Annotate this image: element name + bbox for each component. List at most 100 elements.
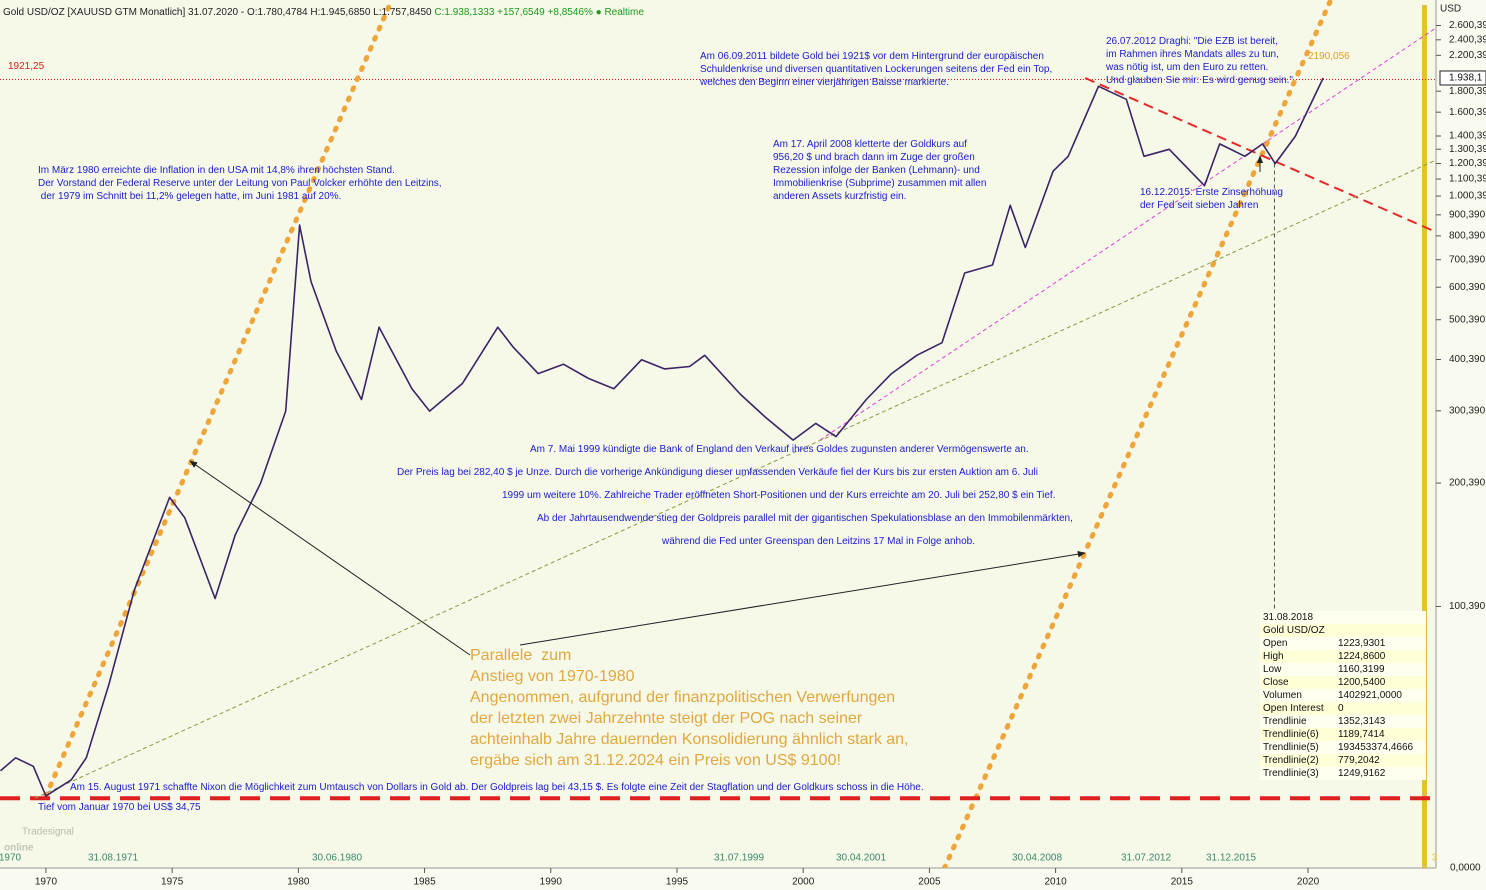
- info-row: Open Interest 0: [1260, 702, 1426, 715]
- annotation-line: Am 7. Mai 1999 kündigte die Bank of Engl…: [530, 444, 1029, 455]
- projection-note: Parallele zum Anstieg von 1970-1980 Angeno…: [470, 645, 909, 771]
- y-tick-label: 2.600,390: [1449, 20, 1486, 31]
- axis-background: [1436, 0, 1486, 890]
- annotation-line: Immobilienkrise (Subprime) zusammen mit …: [773, 178, 987, 189]
- x-tick-label: 2020: [1297, 877, 1320, 888]
- date-marker: 30.04.2001: [836, 853, 886, 864]
- annotation: Am 17. April 2008 kletterte der Goldkurs…: [773, 138, 986, 203]
- axis-background: [0, 868, 1436, 890]
- status: Realtime: [604, 7, 644, 18]
- plot-area: [0, 0, 1436, 868]
- y-tick-label: 2.200,390: [1449, 50, 1486, 61]
- y-tick-label: 500,390: [1449, 314, 1486, 325]
- status-dot: ●: [595, 7, 602, 18]
- trendline: [43, 0, 395, 799]
- y-tick-label: 1.100,390: [1449, 174, 1486, 185]
- annotation: 16.12.2015: Erste Zinserhöhung der Fed se…: [1140, 186, 1283, 212]
- annotation-line: der Fed seit sieben Jahren: [1140, 200, 1259, 211]
- info-row: Trendlinie(5) 193453374,4666: [1260, 741, 1426, 754]
- annotation-line: welches den Beginn einer vierjährigen Ba…: [700, 77, 950, 88]
- annotation-line: Der Vorstand der Federal Reserve unter d…: [38, 178, 442, 189]
- target-label: 2190,056: [1308, 51, 1350, 62]
- annotation: Im März 1980 erreichte die Inflation in …: [38, 164, 442, 203]
- date-marker: 31.07.1999: [714, 853, 764, 864]
- annotation-line: Im März 1980 erreichte die Inflation in …: [38, 165, 395, 176]
- x-tick-label: 1990: [540, 877, 563, 888]
- annotation-line: Am 06.09.2011 bildete Gold bei 1921$ vor…: [700, 51, 1044, 62]
- y-bottom-label: 0,0000: [1450, 863, 1481, 874]
- y-tick-label: 100,390: [1449, 601, 1486, 612]
- header: Gold USD/OZ [XAUUSD GTM Monatlich] 31.07…: [3, 7, 644, 18]
- y-tick-label: 1.200,390: [1449, 158, 1486, 169]
- info-date: 31.08.2018: [1263, 612, 1314, 623]
- annotation-line: 956,20 $ und brach dann im Zuge der groß…: [773, 152, 975, 163]
- annotation-line: Anstieg von 1970-1980: [470, 668, 635, 685]
- info-label: Trendlinie(2): [1263, 755, 1319, 766]
- date-marker: 31.07.2012: [1121, 853, 1171, 864]
- y-tick-label: 1.000,390: [1449, 191, 1486, 202]
- x-tick-label: 1995: [666, 877, 689, 888]
- info-label: High: [1263, 651, 1284, 662]
- info-value: 1402921,0000: [1338, 690, 1402, 701]
- reference-label: 1921,25: [8, 61, 45, 72]
- info-row: Open 1223,9301: [1260, 637, 1426, 650]
- price-tag-box: [1439, 70, 1486, 86]
- y-tick-label: 700,390: [1449, 254, 1486, 265]
- y-tick-label: 2.400,390: [1449, 34, 1486, 45]
- annotation-line: der letzten zwei Jahrzehnte steigt der P…: [470, 710, 863, 727]
- info-label: Volumen: [1263, 690, 1302, 701]
- annotation-line: 26.07.2012 Draghi: "Die EZB ist bereit,: [1106, 36, 1278, 47]
- annotation-line: ergäbe sich am 31.12.2024 ein Preis von …: [470, 752, 841, 769]
- x-tick-label: 1975: [161, 877, 184, 888]
- y-tick-label: 1.600,390: [1449, 107, 1486, 118]
- annotation-line: Rezession infolge der Banken (Lehmann)- …: [773, 165, 980, 176]
- trendline: [34, 159, 1436, 799]
- x-tick-label: 1985: [413, 877, 436, 888]
- info-label: Trendlinie(3): [1263, 768, 1319, 779]
- info-label: Trendlinie(6): [1263, 729, 1319, 740]
- info-label: Trendlinie: [1263, 716, 1307, 727]
- info-row: Trendlinie(6) 1189,7414: [1260, 728, 1426, 741]
- y-axis: 2.600,390 2.400,390 2.200,390 1.800,390 1.60…: [1436, 20, 1486, 612]
- info-value: 1160,3199: [1338, 664, 1385, 675]
- logo: Tradesignal: [22, 827, 74, 838]
- info-value: 1249,9162: [1338, 768, 1386, 779]
- annotation-line: Schuldenkrise und diversen quantitativen…: [700, 64, 1053, 75]
- y-tick-label: 1.800,390: [1449, 86, 1486, 97]
- corner-label: 3: [1432, 853, 1438, 864]
- price-line: [0, 77, 1324, 797]
- annotation-line: Ab der Jahrtausendwende stieg der Goldpr…: [537, 513, 1073, 524]
- end-bar: [1422, 5, 1427, 868]
- annotation-line: achteinhalb Jahre dauernden Konsolidieru…: [470, 731, 909, 748]
- annotation-line: 1999 um weitere 10%. Zahlreiche Trader e…: [502, 490, 1056, 501]
- date-marker: 30.06.1980: [312, 853, 362, 864]
- x-tick-label: 1970: [35, 877, 58, 888]
- info-value: 779,2042: [1338, 755, 1380, 766]
- info-label: Close: [1263, 677, 1289, 688]
- annotation: Tief vom Januar 1970 bei US$ 34,75: [38, 801, 201, 814]
- info-row: Volumen 1402921,0000: [1260, 689, 1426, 702]
- info-value: 1189,7414: [1338, 729, 1385, 740]
- info-row: High 1224,8600: [1260, 650, 1426, 663]
- info-row: Trendlinie 1352,3143: [1260, 715, 1426, 728]
- info-title: Gold USD/OZ: [1260, 624, 1426, 637]
- annotation-line: 16.12.2015: Erste Zinserhöhung: [1140, 187, 1283, 198]
- info-row: Trendlinie(3) 1249,9162: [1260, 767, 1426, 780]
- price-tag: 1.938,1: [1449, 73, 1483, 84]
- info-value: 1352,3143: [1338, 716, 1386, 727]
- info-row: Trendlinie(2) 779,2042: [1260, 754, 1426, 767]
- arrow: [189, 460, 471, 656]
- info-label: Trendlinie(5): [1263, 742, 1319, 753]
- date-marker: 30.04.2008: [1012, 853, 1062, 864]
- annotation-line: Tief vom Januar 1970 bei US$ 34,75: [38, 802, 201, 813]
- annotation-line: Parallele zum: [470, 647, 572, 664]
- info-value: 1224,8600: [1338, 651, 1386, 662]
- annotation-line: anderen Assets kurzfristig ein.: [773, 191, 907, 202]
- info-label: Open: [1263, 638, 1288, 649]
- arrow: [519, 550, 1086, 646]
- annotation-line: Am 15. August 1971 schaffte Nixon die Mö…: [70, 782, 924, 793]
- y-tick-label: 300,390: [1449, 405, 1486, 416]
- y-tick-label: 900,390: [1449, 209, 1486, 220]
